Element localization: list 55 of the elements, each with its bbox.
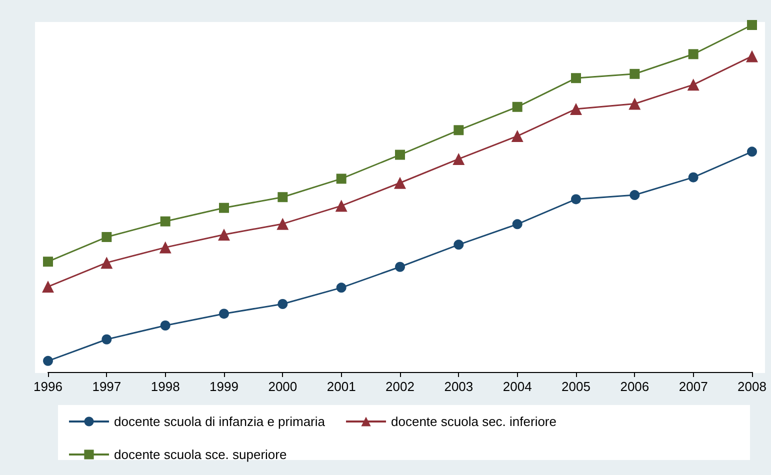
point (43, 356, 53, 366)
x-tick-label: 1998 (150, 379, 180, 394)
x-tick-label: 2002 (386, 379, 414, 394)
x-tick-label: 1997 (92, 379, 122, 394)
point (747, 20, 757, 30)
x-tick-label: 2000 (268, 379, 298, 394)
legend-label: docente scuola sec. inferiore (391, 414, 556, 429)
point (688, 49, 698, 60)
point (571, 194, 581, 204)
point (278, 192, 288, 202)
point (42, 280, 54, 293)
point (630, 190, 640, 200)
point (160, 216, 170, 226)
point (395, 150, 405, 160)
x-tick-label: 1996 (34, 379, 62, 394)
point (747, 146, 757, 157)
point (276, 218, 289, 230)
point (336, 174, 346, 184)
point (160, 320, 170, 330)
point (452, 152, 465, 165)
point (336, 282, 346, 293)
point (218, 228, 230, 241)
point (395, 262, 405, 272)
point (335, 200, 348, 212)
x-tick-label: 2004 (502, 379, 532, 394)
point (511, 130, 524, 142)
x-tick-label: 2001 (326, 379, 356, 394)
point (100, 256, 113, 269)
point (512, 219, 522, 230)
point (278, 298, 288, 309)
x-tick-label: 2008 (738, 379, 766, 394)
point (688, 172, 698, 182)
x-tick-label: 2007 (678, 379, 708, 394)
point (570, 102, 582, 115)
point (102, 334, 112, 344)
point (219, 308, 229, 319)
x-tick-label: 2006 (620, 379, 650, 394)
x-tick-label: 1999 (210, 379, 238, 394)
point (159, 241, 172, 254)
point (630, 68, 640, 79)
x-tick-label: 2005 (562, 379, 590, 394)
legend-label: docente scuola sce. superiore (114, 447, 287, 462)
point (512, 102, 522, 112)
x-tick-label: 2003 (444, 379, 474, 394)
point (394, 176, 406, 189)
point (628, 98, 641, 110)
point (454, 125, 464, 136)
point (102, 232, 112, 242)
point (746, 50, 758, 62)
point (687, 78, 700, 91)
point (43, 256, 53, 267)
point (571, 73, 581, 84)
point (219, 202, 229, 213)
legend-label: docente scuola di infanzia e primaria (114, 414, 326, 429)
point (454, 240, 464, 250)
